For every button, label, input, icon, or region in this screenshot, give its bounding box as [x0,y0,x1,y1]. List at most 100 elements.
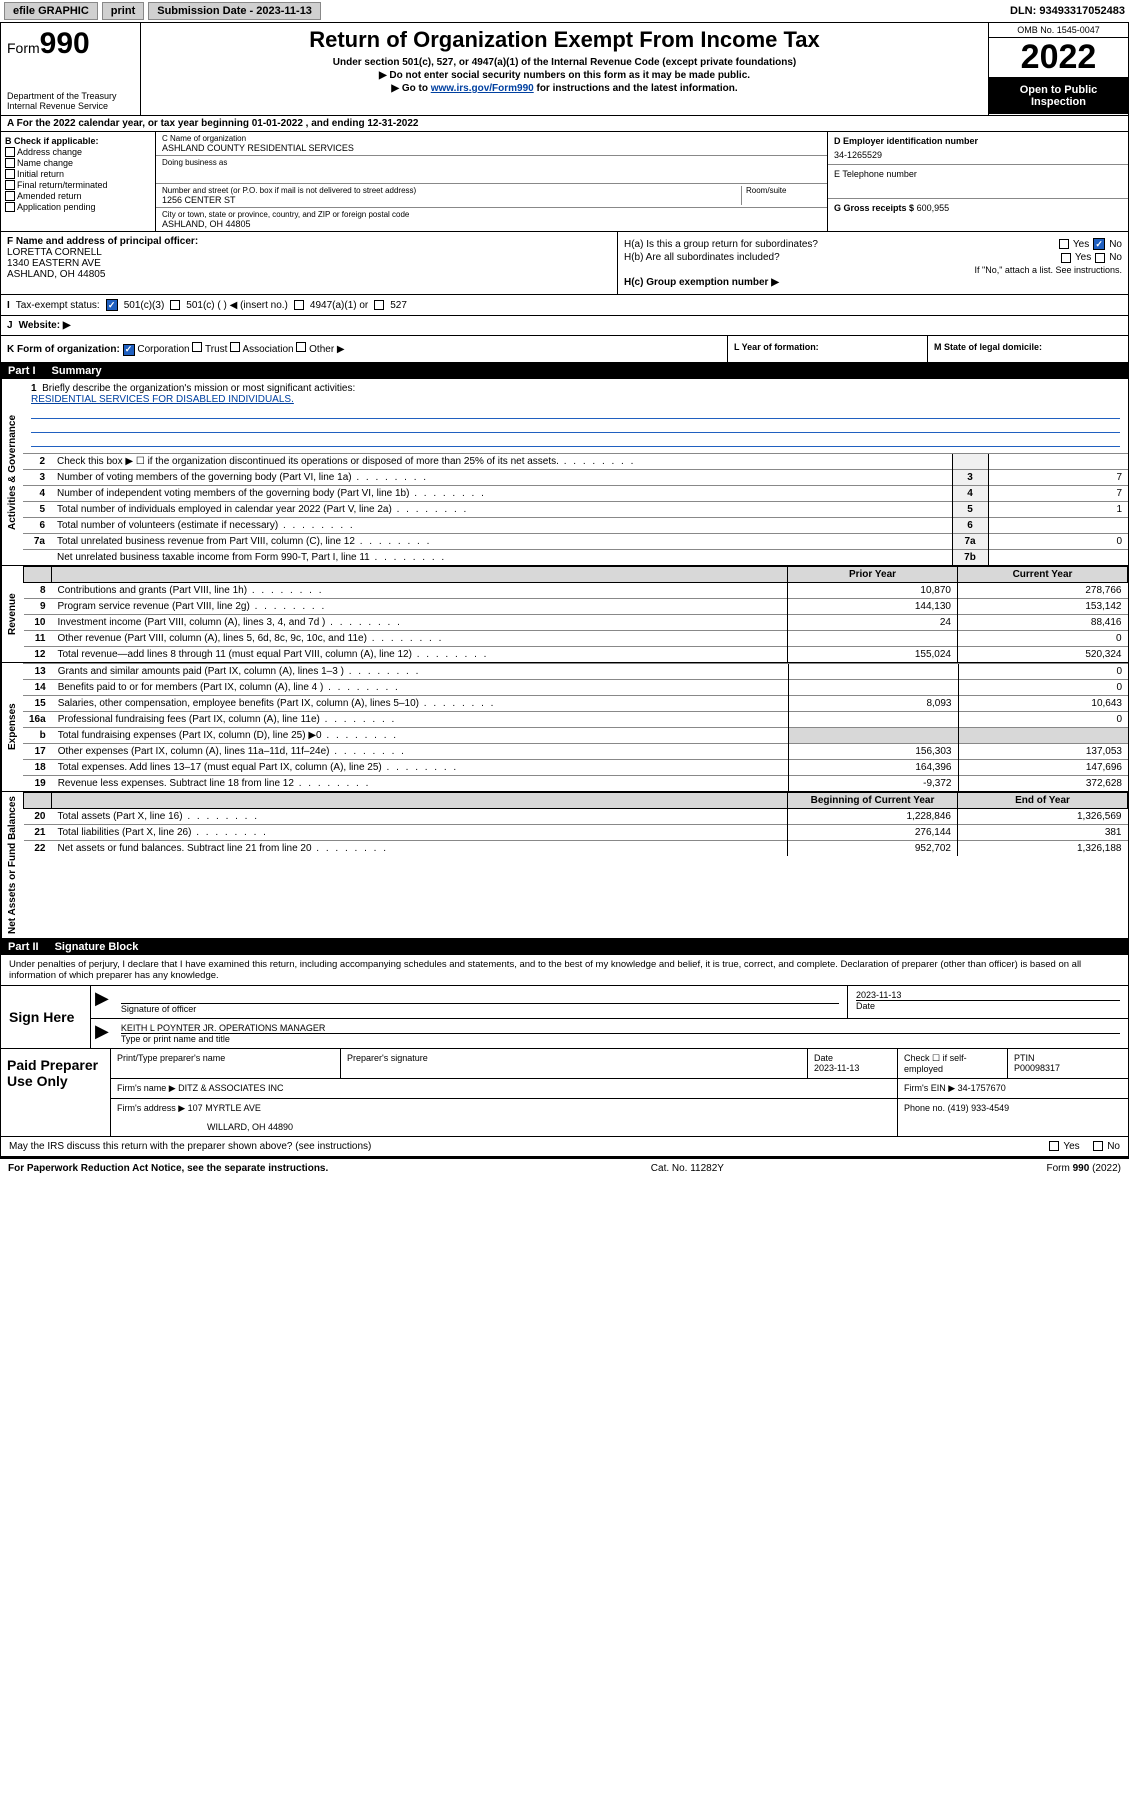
header-right: OMB No. 1545-0047 2022 Open to Public In… [988,23,1128,115]
exp-desc: Grants and similar amounts paid (Part IX… [52,663,788,679]
irs-yes-checkbox[interactable] [1049,1141,1059,1151]
rev-current: 278,766 [958,582,1128,598]
k-corp-checkbox[interactable]: ✓ [123,344,135,356]
form-title: Return of Organization Exempt From Incom… [149,27,980,53]
i-501c-checkbox[interactable] [170,300,180,310]
hb-label: H(b) Are all subordinates included? [624,252,780,263]
submission-date: Submission Date - 2023-11-13 [148,2,321,20]
eoy-hdr: End of Year [958,792,1128,808]
dba-label: Doing business as [162,158,821,167]
exp-row-1: 14Benefits paid to or for members (Part … [23,679,1128,695]
exp-prior [788,663,958,679]
chk-address-change[interactable]: Address change [5,147,151,157]
k-assoc-checkbox[interactable] [230,342,240,352]
net-num: 21 [24,824,52,840]
firm-name: DITZ & ASSOCIATES INC [178,1083,283,1093]
gov-row-3: 5Total number of individuals employed in… [23,501,1128,517]
irs-no-checkbox[interactable] [1093,1141,1103,1151]
chk-label-2: Initial return [17,169,64,179]
phone-label: E Telephone number [834,169,1122,179]
prep-name-label: Print/Type preparer's name [111,1049,341,1078]
gov-box: 7b [952,549,988,565]
gov-num: 4 [23,485,51,501]
exp-current: 372,628 [958,775,1128,791]
gov-desc: Net unrelated business taxable income fr… [51,549,952,565]
officer-name: LORETTA CORNELL [7,247,611,258]
k-o1: Corporation [137,344,189,355]
goto-pre: ▶ Go to [391,83,430,94]
rev-num: 12 [24,646,52,662]
exp-row-2: 15Salaries, other compensation, employee… [23,695,1128,711]
hb-no-checkbox[interactable] [1095,253,1105,263]
gov-num: 7a [23,533,51,549]
k-other-checkbox[interactable] [296,342,306,352]
exp-current: 0 [958,663,1128,679]
irs-yes: Yes [1063,1141,1079,1152]
net-assets-table: Beginning of Current Year End of Year 20… [23,792,1128,856]
chk-final-return[interactable]: Final return/terminated [5,180,151,190]
exp-num: b [23,727,52,743]
gov-desc: Number of voting members of the governin… [51,469,952,485]
i-label: Tax-exempt status: [16,300,100,311]
i-501c3-checkbox[interactable]: ✓ [106,299,118,311]
header-left: Form990 Department of the Treasury Inter… [1,23,141,115]
gov-val [988,453,1128,469]
net-header-row: Beginning of Current Year End of Year [24,792,1128,808]
mission-num: 1 [31,383,37,394]
part1-header: Part I Summary [0,363,1129,379]
j-label: Website: ▶ [19,320,71,331]
mission-text[interactable]: RESIDENTIAL SERVICES FOR DISABLED INDIVI… [31,394,294,405]
gov-row-5: 7aTotal unrelated business revenue from … [23,533,1128,549]
net-prior: 276,144 [788,824,958,840]
vlabel-governance: Activities & Governance [1,379,23,565]
gov-box: 4 [952,485,988,501]
governance-table: 2Check this box ▶ ☐ if the organization … [23,453,1128,565]
rev-current: 520,324 [958,646,1128,662]
i-o1: 501(c)(3) [124,300,165,311]
sig-date-label: Date [856,1000,1120,1011]
addr-label: Number and street (or P.O. box if mail i… [162,186,741,195]
c-name-label: C Name of organization [162,134,821,143]
officer-addr2: ASHLAND, OH 44805 [7,269,611,280]
ha-no-checkbox[interactable]: ✓ [1093,238,1105,250]
m-label: M State of legal domicile: [934,342,1042,352]
chk-amended-return[interactable]: Amended return [5,191,151,201]
exp-row-7: 19Revenue less expenses. Subtract line 1… [23,775,1128,791]
ha-yes-checkbox[interactable] [1059,239,1069,249]
paid-preparer-row: Paid Preparer Use Only Print/Type prepar… [1,1048,1128,1136]
chk-label-5: Application pending [17,202,96,212]
self-employed-check[interactable]: Check ☐ if self-employed [898,1049,1008,1078]
room-label: Room/suite [746,186,821,195]
net-row-2: 22Net assets or fund balances. Subtract … [24,840,1128,856]
exp-current: 137,053 [958,743,1128,759]
exp-row-0: 13Grants and similar amounts paid (Part … [23,663,1128,679]
i-527-checkbox[interactable] [374,300,384,310]
mission-line-2 [31,421,1120,433]
part1-title: Summary [52,365,102,377]
open-to-public: Open to Public Inspection [989,78,1128,114]
efile-graphic-button[interactable]: efile GRAPHIC [4,2,98,20]
hb-yes-checkbox[interactable] [1061,253,1071,263]
k-trust-checkbox[interactable] [192,342,202,352]
form-990-num: 990 [40,27,90,60]
b-header: B Check if applicable: [5,136,151,146]
gov-val: 7 [988,485,1128,501]
net-prior: 1,228,846 [788,808,958,824]
chk-initial-return[interactable]: Initial return [5,169,151,179]
irs-link[interactable]: www.irs.gov/Form990 [431,83,534,94]
exp-prior: 8,093 [788,695,958,711]
expenses-table: 13Grants and similar amounts paid (Part … [23,663,1128,791]
i-4947-checkbox[interactable] [294,300,304,310]
rev-num: 9 [24,598,52,614]
chk-name-change[interactable]: Name change [5,158,151,168]
revenue-table: Prior Year Current Year 8Contributions a… [23,566,1128,662]
gov-box: 5 [952,501,988,517]
net-prior: 952,702 [788,840,958,856]
f-label: F Name and address of principal officer: [7,236,611,247]
chk-app-pending[interactable]: Application pending [5,202,151,212]
part2-header: Part II Signature Block [0,939,1129,955]
gov-box: 6 [952,517,988,533]
goto-post: for instructions and the latest informat… [534,83,738,94]
exp-row-3: 16aProfessional fundraising fees (Part I… [23,711,1128,727]
print-button[interactable]: print [102,2,144,20]
